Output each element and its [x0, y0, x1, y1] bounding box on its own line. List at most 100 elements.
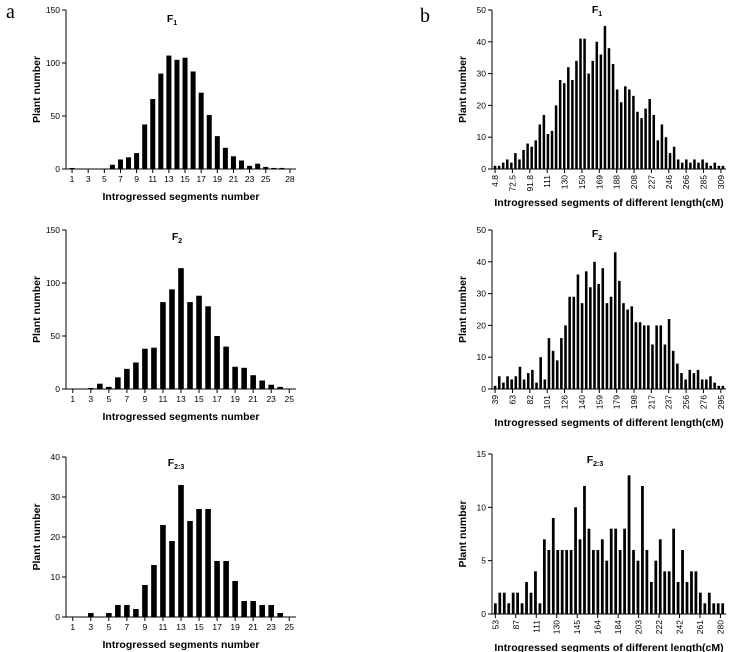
y-tick-label: 40	[477, 37, 487, 47]
bar	[88, 387, 94, 389]
bar	[693, 159, 696, 169]
bar	[178, 268, 184, 389]
bar	[493, 603, 497, 614]
bar	[703, 603, 707, 614]
bar	[716, 603, 720, 614]
x-tick-label: 150	[577, 175, 587, 189]
bar	[614, 528, 618, 614]
bar	[676, 363, 679, 389]
bar	[115, 377, 121, 389]
x-tick-label: 246	[664, 175, 674, 189]
bar	[522, 379, 526, 389]
bar	[223, 346, 229, 389]
bar	[659, 325, 663, 389]
x-tick-label: 9	[134, 174, 139, 184]
bar	[611, 64, 615, 169]
bar	[717, 165, 721, 169]
bar	[560, 338, 563, 389]
bar	[642, 325, 646, 389]
x-tick-label: 179	[612, 395, 622, 409]
bar	[169, 541, 175, 617]
x-tick-label: 21	[248, 622, 258, 632]
bar	[652, 114, 656, 169]
bar	[493, 385, 497, 389]
x-tick-label: 11	[159, 622, 168, 632]
bar	[150, 99, 156, 169]
bar	[134, 153, 140, 169]
bar	[507, 603, 511, 614]
chart-title: F2	[592, 228, 602, 242]
bar	[124, 605, 130, 617]
bar	[609, 528, 613, 614]
bar	[230, 156, 236, 169]
bar	[680, 162, 684, 169]
bar	[232, 366, 238, 389]
bar	[88, 613, 94, 617]
x-tick-label: 309	[716, 175, 726, 189]
bar	[651, 344, 654, 389]
x-tick-label: 19	[230, 622, 240, 632]
bar	[613, 252, 617, 389]
x-tick-label: 145	[572, 620, 582, 634]
bar	[627, 475, 631, 614]
bar	[636, 560, 640, 614]
x-tick-label: 17	[212, 622, 222, 632]
bar	[247, 165, 253, 169]
x-tick-label: 21	[248, 394, 258, 404]
bar	[133, 362, 139, 389]
x-tick-label: 7	[125, 394, 130, 404]
bar	[263, 166, 269, 169]
y-tick-label: 40	[51, 452, 61, 462]
bar	[174, 59, 180, 169]
x-tick-label: 111	[531, 620, 541, 633]
bar	[696, 369, 700, 389]
bar	[583, 38, 586, 170]
bar	[712, 603, 716, 614]
bar	[550, 130, 554, 169]
bar	[542, 114, 546, 169]
x-tick-label: 159	[594, 395, 604, 409]
y-tick-label: 10	[477, 352, 487, 362]
bar	[668, 153, 672, 169]
bar	[169, 289, 175, 389]
bar	[630, 306, 634, 389]
bar	[531, 369, 534, 389]
bar	[663, 571, 667, 614]
bar	[493, 165, 497, 169]
x-tick-label: 101	[542, 395, 552, 409]
x-tick-label: 53	[490, 620, 500, 630]
bar	[609, 296, 613, 389]
bar	[623, 528, 626, 614]
bar	[589, 287, 592, 389]
bar	[649, 582, 653, 614]
bar	[133, 609, 139, 617]
bar	[596, 550, 600, 614]
y-tick-label: 50	[477, 225, 487, 235]
bar	[158, 73, 164, 169]
x-tick-label: 217	[646, 395, 656, 409]
y-tick-label: 30	[477, 289, 487, 299]
bar	[584, 271, 588, 389]
x-tick-label: 11	[148, 174, 157, 184]
bar	[514, 153, 517, 169]
x-tick-label: 198	[629, 395, 639, 409]
y-tick-label: 0	[55, 384, 60, 394]
y-tick-label: 0	[55, 612, 60, 622]
bar	[717, 385, 721, 389]
x-tick-label: 227	[646, 175, 656, 189]
bar	[597, 284, 600, 389]
bar	[628, 89, 631, 169]
bar	[187, 521, 193, 617]
x-tick-label: 111	[542, 175, 552, 188]
bar	[605, 560, 609, 614]
y-tick-label: 5	[481, 556, 486, 566]
bar	[624, 86, 627, 169]
bar	[259, 380, 265, 389]
bar	[640, 118, 643, 169]
bar	[268, 384, 274, 389]
x-tick-label: 140	[577, 395, 587, 409]
bar	[534, 140, 538, 169]
bar	[587, 528, 591, 614]
bar	[182, 57, 188, 170]
